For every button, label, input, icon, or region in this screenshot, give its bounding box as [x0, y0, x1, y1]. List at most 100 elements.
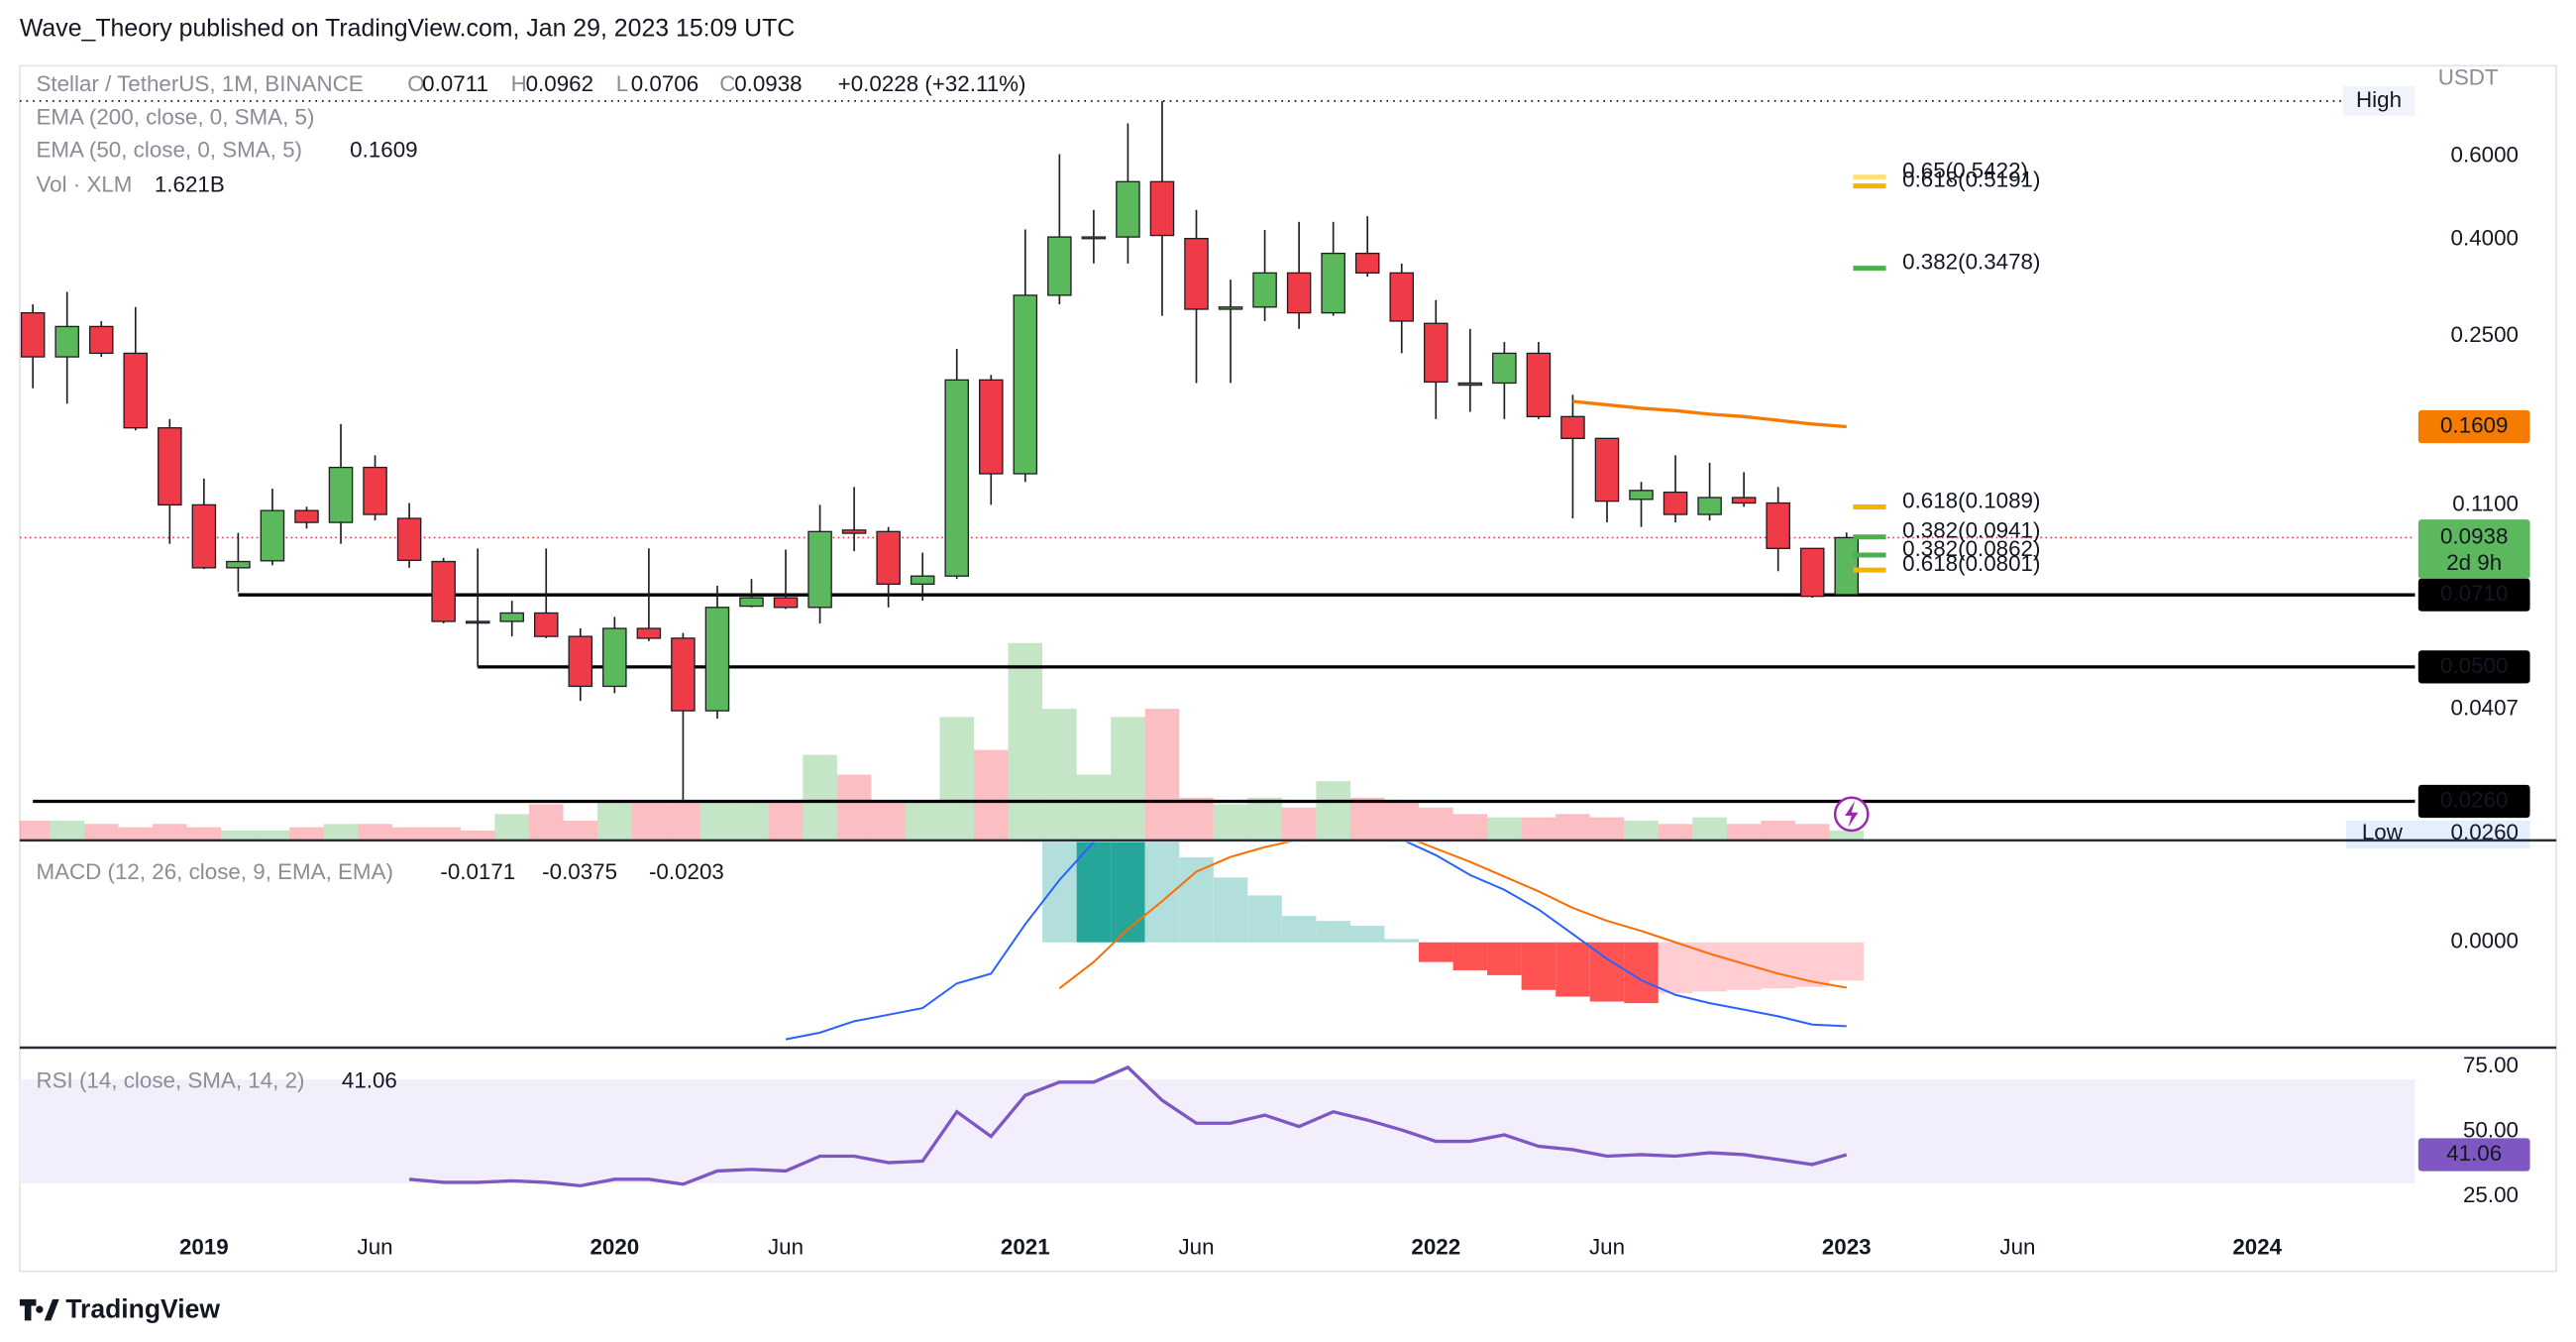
fib-label: 0.65(0.5422) — [1902, 159, 2028, 183]
volume-bar — [1521, 817, 1556, 840]
candle-body — [1252, 272, 1277, 308]
volume-bar — [699, 801, 735, 840]
candle-body — [1354, 252, 1380, 275]
candle-body — [978, 379, 1004, 475]
volume-bar — [1658, 824, 1693, 840]
volume-bar — [974, 749, 1009, 840]
volume-bar — [1589, 817, 1625, 840]
candle-body — [1697, 497, 1722, 515]
candle-body — [1218, 306, 1243, 310]
volume-bar — [1247, 797, 1282, 840]
candle-body — [636, 627, 662, 639]
x-tick-label: Jun — [1178, 1234, 1214, 1259]
candle-body — [1286, 272, 1312, 314]
candle-body — [1560, 415, 1585, 439]
candle-body — [1149, 180, 1175, 237]
volume-bar — [905, 801, 940, 840]
macd-histogram-bar — [1726, 942, 1762, 990]
x-tick-label: 2023 — [1822, 1234, 1872, 1259]
high-label: High — [2356, 87, 2402, 112]
volume-bar — [1794, 824, 1830, 840]
brand: TradingView — [65, 1293, 220, 1323]
volume-bar — [1008, 642, 1043, 840]
ohlc-prefix: H — [511, 71, 527, 96]
volume-bar — [1281, 807, 1317, 840]
candle-body — [1731, 497, 1757, 504]
volume-bar — [83, 824, 119, 840]
candle-body — [363, 466, 387, 515]
volume-bar — [426, 827, 461, 840]
symbol: Stellar / TetherUS, 1M, BINANCE — [36, 71, 363, 96]
x-tick-label: 2022 — [1411, 1234, 1460, 1259]
rsi-line — [408, 1064, 1848, 1188]
change: +0.0228 (+32.11%) — [838, 71, 1026, 96]
macd-histogram-bar — [1144, 841, 1180, 943]
rsi-pane — [19, 1064, 2415, 1188]
ema-value: 0.1609 — [2440, 412, 2508, 437]
volume-bar — [1042, 709, 1077, 840]
x-tick-label: Jun — [1589, 1234, 1625, 1259]
macd-histogram-bar — [1487, 942, 1522, 975]
fib-label: 0.382(0.3478) — [1902, 250, 2040, 275]
y-tick-label: 0.6000 — [2451, 143, 2519, 168]
candle-body — [54, 325, 79, 358]
candle-body — [1492, 352, 1517, 385]
macd-histogram-bar — [1556, 942, 1590, 997]
last-price-box — [2417, 519, 2530, 579]
volume-bar — [1349, 797, 1385, 840]
macd-histogram-bar — [1419, 942, 1453, 962]
candle-body — [158, 427, 182, 506]
candle-body — [20, 311, 46, 358]
rsi-band — [19, 1079, 2415, 1184]
candle-body — [1663, 491, 1688, 515]
signal-value: -0.0203 — [649, 859, 724, 884]
macd-line — [785, 841, 1847, 1041]
level-box — [2417, 784, 2530, 819]
candle-body — [1766, 502, 1790, 549]
rsi-box-value: 41.06 — [2446, 1141, 2502, 1166]
last-price: 0.0938 — [2440, 523, 2508, 548]
countdown: 2d 9h — [2446, 550, 2502, 575]
candle-body — [1424, 322, 1449, 384]
candle-body — [1321, 252, 1345, 314]
rsi-tick-label: 50.00 — [2463, 1118, 2519, 1143]
macd-histogram-bar — [1521, 942, 1556, 990]
fib-label: 0.382(0.0941) — [1902, 518, 2040, 543]
volume-bar — [1452, 814, 1488, 840]
fib-label: 0.618(0.1089) — [1902, 488, 2040, 512]
y-tick-label: 0.2500 — [2451, 322, 2519, 347]
x-tick-label: 2020 — [590, 1234, 639, 1259]
candle-body — [1184, 237, 1209, 310]
ema-box — [2417, 409, 2530, 444]
candle-body — [533, 612, 559, 637]
candle-body — [1081, 236, 1107, 240]
volume-bar — [1624, 820, 1659, 840]
ohlc-value: 0.0938 — [734, 71, 802, 96]
volume-bar — [734, 801, 769, 840]
volume-bar — [836, 774, 872, 840]
rsi-legend: RSI (14, close, SMA, 14, 2) — [36, 1068, 304, 1093]
candle-body — [431, 560, 456, 622]
volume-bar — [1487, 817, 1522, 840]
macd-histogram-bar — [1281, 916, 1317, 943]
candle-body — [1629, 490, 1654, 501]
x-tick-label: Jun — [768, 1234, 804, 1259]
macd-histogram-bar — [1761, 942, 1795, 989]
volume-bar — [460, 830, 495, 840]
volume-bar — [221, 830, 256, 840]
candle-body — [568, 635, 593, 688]
macd-histogram-bar — [1179, 857, 1214, 943]
y-tick-label: 0.0407 — [2451, 695, 2519, 720]
ema50-value: 0.1609 — [350, 138, 417, 163]
ohlc-prefix: C — [719, 71, 735, 96]
candle-body — [1799, 547, 1825, 598]
volume-bar — [19, 820, 51, 840]
candle-body — [328, 466, 354, 523]
volume-bar — [1761, 820, 1795, 840]
price-pane — [19, 100, 2415, 840]
candle-body — [841, 529, 867, 534]
volume-bar — [597, 801, 632, 840]
unit: USDT — [2438, 65, 2499, 90]
volume-bar — [803, 754, 837, 840]
